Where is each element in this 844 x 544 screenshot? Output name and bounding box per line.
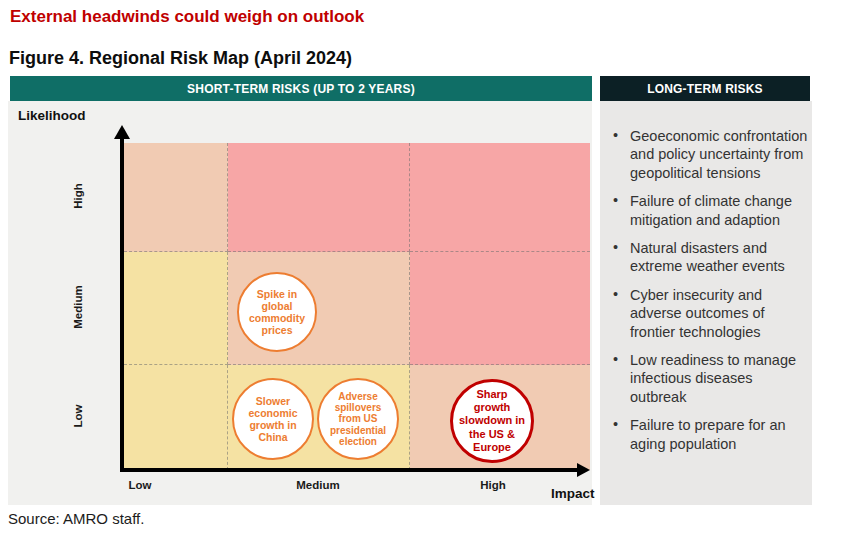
figure-title: Figure 4. Regional Risk Map (April 2024) [9, 48, 352, 69]
y-axis [120, 138, 124, 472]
list-item: Geoeconomic confrontation and policy unc… [606, 127, 808, 182]
risk-map-figure: External headwinds could weigh on outloo… [0, 0, 844, 544]
y-tick-high: High [72, 170, 84, 222]
short-term-risks-header: SHORT-TERM RISKS (UP TO 2 YEARS) [10, 76, 592, 101]
list-item: Cyber insecurity and adverse outcomes of… [606, 286, 808, 341]
y-axis-arrow-icon [114, 125, 130, 139]
risk-bubble-china-growth: Slower economic growth in China [232, 378, 314, 460]
risk-bubble-commodity-prices: Spike in global commodity prices [237, 272, 317, 352]
matrix-cell [124, 143, 228, 252]
list-item: Failure to prepare for an aging populati… [606, 416, 808, 453]
list-item: Failure of climate change mitigation and… [606, 192, 808, 229]
matrix-cell [410, 252, 590, 365]
long-term-risks-list: Geoeconomic confrontation and policy unc… [606, 127, 808, 463]
x-tick-medium: Medium [278, 479, 358, 491]
x-axis-label: Impact [551, 486, 595, 501]
x-tick-high: High [463, 479, 523, 491]
y-axis-label: Likelihood [18, 108, 86, 123]
matrix-cell [228, 143, 410, 252]
x-axis [120, 468, 579, 472]
x-axis-arrow-icon [577, 463, 590, 477]
x-tick-low: Low [110, 479, 170, 491]
y-tick-medium: Medium [72, 281, 84, 333]
headline: External headwinds could weigh on outloo… [10, 7, 364, 27]
list-item: Natural disasters and extreme weather ev… [606, 239, 808, 276]
matrix-cell [124, 365, 228, 470]
risk-bubble-us-europe-slowdown: Sharp growth slowdown in the US & Europe [450, 379, 534, 463]
y-tick-low: Low [72, 390, 84, 442]
matrix-cell [124, 252, 228, 365]
risk-bubble-us-election: Adverse spillovers from US presidential … [317, 378, 399, 460]
source-note: Source: AMRO staff. [8, 510, 144, 527]
long-term-risks-header: LONG-TERM RISKS [600, 76, 810, 101]
list-item: Low readiness to manage infectious disea… [606, 351, 808, 406]
matrix-cell [410, 143, 590, 252]
